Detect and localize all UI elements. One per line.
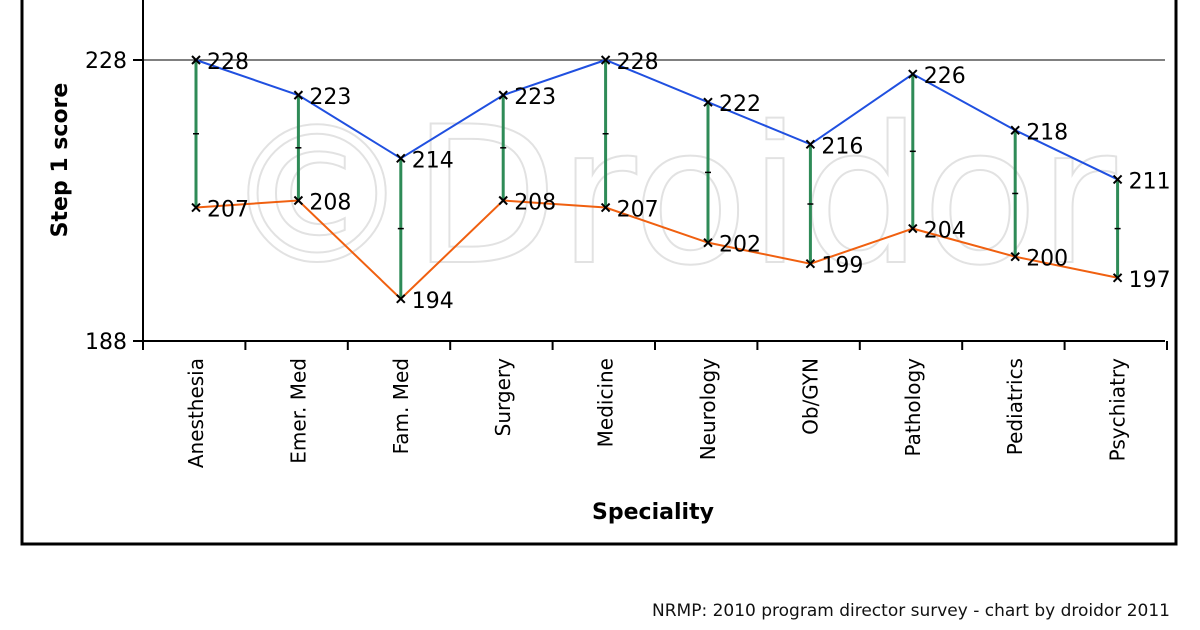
- marker-low-1: [293, 195, 304, 206]
- data-label-low-6: 199: [821, 254, 863, 279]
- x-axis-title: Speciality: [592, 500, 714, 525]
- marker-low-6: [805, 259, 816, 269]
- series-line-high: [195, 58, 1119, 181]
- plot-area: 228 188 228 223 214 223 228 222 216 226 218 211 207 2…: [85, 0, 1171, 468]
- category-label-1: Emer. Med: [286, 358, 310, 464]
- category-label-8: Pediatrics: [1003, 358, 1027, 455]
- data-label-high-5: 222: [719, 92, 761, 117]
- category-label-9: Psychiatry: [1106, 358, 1130, 462]
- marker-high-6: [805, 139, 816, 150]
- category-label-3: Surgery: [491, 358, 515, 436]
- data-label-low-7: 204: [924, 219, 966, 244]
- category-label-6: Ob/GYN: [798, 358, 822, 435]
- marker-high-7: [908, 69, 918, 79]
- category-label-7: Pathology: [901, 358, 925, 457]
- data-label-high-7: 226: [924, 64, 966, 89]
- data-label-high-6: 216: [821, 134, 863, 159]
- marker-low-4: [600, 202, 611, 213]
- marker-high-3: [498, 90, 508, 100]
- series-line-low: [195, 199, 1118, 301]
- marker-high-9: [1112, 174, 1123, 185]
- y-tick-label-228: 228: [85, 49, 127, 74]
- marker-low-9: [1112, 273, 1123, 283]
- data-label-low-4: 207: [617, 198, 659, 223]
- y-tick-label-188: 188: [85, 330, 127, 355]
- y-axis-title: Step 1 score: [48, 83, 73, 238]
- category-label-5: Neurology: [696, 358, 720, 460]
- data-label-high-8: 218: [1026, 120, 1068, 145]
- data-label-low-2: 194: [412, 289, 454, 314]
- data-label-high-9: 211: [1129, 169, 1171, 194]
- marker-low-5: [703, 237, 713, 248]
- marker-low-0: [191, 202, 201, 213]
- chart-frame: [20, 0, 1178, 546]
- marker-high-4: [600, 55, 611, 65]
- data-label-low-8: 200: [1026, 247, 1068, 272]
- marker-low-7: [908, 223, 918, 234]
- data-label-low-1: 208: [309, 191, 351, 216]
- data-label-low-9: 197: [1129, 268, 1171, 293]
- marker-high-2: [396, 153, 406, 164]
- marker-high-5: [703, 97, 713, 107]
- data-label-high-4: 228: [617, 50, 659, 75]
- category-label-4: Medicine: [594, 358, 618, 447]
- data-label-high-2: 214: [412, 148, 454, 173]
- marker-high-8: [1010, 125, 1020, 135]
- marker-low-8: [1010, 251, 1020, 262]
- category-label-2: Fam. Med: [389, 358, 413, 454]
- category-label-0: Anesthesia: [184, 358, 208, 468]
- data-label-low-5: 202: [719, 233, 761, 258]
- source-caption: NRMP: 2010 program director survey - cha…: [652, 601, 1170, 621]
- marker-high-0: [191, 55, 201, 65]
- data-label-high-3: 223: [514, 85, 556, 110]
- data-label-low-3: 208: [514, 191, 556, 216]
- watermark: ©Droidor: [222, 86, 1117, 307]
- data-label-high-0: 228: [207, 50, 249, 75]
- marker-low-3: [498, 195, 508, 206]
- marker-high-1: [293, 90, 304, 100]
- data-label-high-1: 223: [309, 85, 351, 110]
- marker-low-2: [396, 294, 406, 304]
- data-label-low-0: 207: [207, 198, 249, 223]
